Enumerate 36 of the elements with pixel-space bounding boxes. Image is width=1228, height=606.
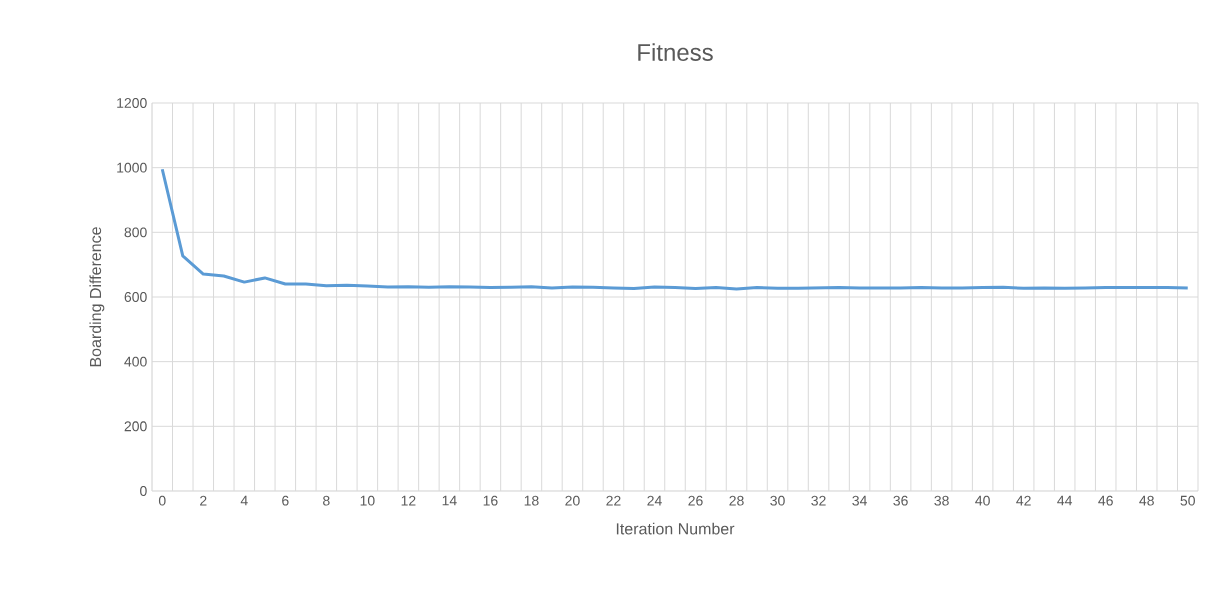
x-tick-label: 36 xyxy=(893,495,908,506)
y-tick-label: 400 xyxy=(124,356,147,367)
x-tick-label: 30 xyxy=(770,495,785,506)
x-axis-title: Iteration Number xyxy=(616,522,735,535)
x-tick-label: 20 xyxy=(565,495,580,506)
x-tick-label: 14 xyxy=(442,495,457,506)
x-tick-label: 28 xyxy=(729,495,744,506)
x-tick-label: 32 xyxy=(811,495,826,506)
chart-title: Fitness xyxy=(638,43,713,61)
y-axis-title: Boarding Difference xyxy=(89,227,105,367)
x-tick-label: 42 xyxy=(1016,495,1031,506)
x-tick-label: 0 xyxy=(158,495,166,506)
x-tick-label: 16 xyxy=(483,495,498,506)
x-tick-label: 34 xyxy=(852,495,867,506)
x-tick-label: 8 xyxy=(323,495,330,506)
x-tick-label: 22 xyxy=(606,495,621,506)
x-tick-label: 4 xyxy=(240,495,248,506)
x-tick-label: 46 xyxy=(1098,495,1113,506)
x-tick-label: 48 xyxy=(1139,495,1154,506)
y-tick-label: 800 xyxy=(124,227,147,238)
x-tick-label: 24 xyxy=(647,495,662,506)
x-tick-label: 6 xyxy=(282,495,289,506)
y-tick-label: 1000 xyxy=(117,162,147,173)
y-tick-label: 200 xyxy=(124,421,147,432)
x-tick-label: 38 xyxy=(934,495,949,506)
y-tick-label: 0 xyxy=(140,486,147,496)
x-tick-label: 2 xyxy=(200,495,207,506)
y-tick-label: 600 xyxy=(124,292,147,302)
x-tick-label: 40 xyxy=(975,495,990,506)
x-tick-label: 26 xyxy=(688,495,703,506)
x-tick-label: 12 xyxy=(401,495,416,506)
x-tick-label: 10 xyxy=(360,495,375,506)
y-tick-label: 1200 xyxy=(117,98,147,108)
x-tick-label: 44 xyxy=(1057,495,1073,506)
x-tick-label: 50 xyxy=(1180,495,1195,506)
x-tick-label: 18 xyxy=(524,495,539,506)
